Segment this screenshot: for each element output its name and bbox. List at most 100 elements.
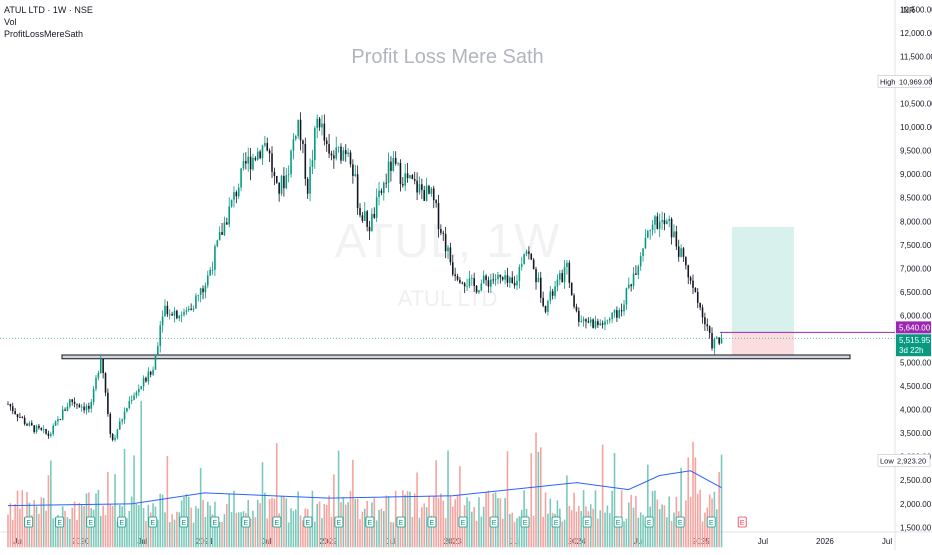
- candle-body[interactable]: [644, 237, 647, 249]
- candle-body[interactable]: [50, 434, 52, 436]
- candle-body[interactable]: [287, 174, 290, 176]
- candle-body[interactable]: [677, 246, 680, 257]
- earnings-marker[interactable]: [148, 516, 158, 528]
- candle-body[interactable]: [135, 392, 138, 396]
- candle-body[interactable]: [561, 273, 563, 283]
- candle-body[interactable]: [109, 413, 112, 434]
- candle-body[interactable]: [530, 253, 533, 260]
- candle-body[interactable]: [471, 278, 473, 280]
- candle-body[interactable]: [45, 429, 47, 434]
- candle-body[interactable]: [64, 409, 66, 411]
- candle-body[interactable]: [340, 146, 342, 161]
- earnings-marker[interactable]: [334, 516, 344, 528]
- candle-body[interactable]: [78, 404, 81, 408]
- candle-body[interactable]: [606, 320, 609, 322]
- candle-body[interactable]: [651, 224, 654, 231]
- candle-body[interactable]: [107, 392, 109, 414]
- candle-body[interactable]: [83, 406, 85, 411]
- candle-body[interactable]: [76, 403, 78, 405]
- candle-body[interactable]: [482, 275, 485, 284]
- candle-body[interactable]: [720, 338, 723, 344]
- candle-body[interactable]: [256, 151, 259, 160]
- candle-body[interactable]: [485, 275, 487, 281]
- candle-body[interactable]: [297, 119, 299, 137]
- candle-body[interactable]: [252, 157, 254, 170]
- volume-legend[interactable]: Vol: [4, 17, 17, 27]
- candle-body[interactable]: [627, 284, 630, 289]
- candle-body[interactable]: [142, 377, 145, 387]
- candle-body[interactable]: [11, 406, 14, 412]
- candle-body[interactable]: [704, 317, 706, 325]
- candle-body[interactable]: [549, 291, 552, 301]
- candle-body[interactable]: [371, 213, 373, 232]
- candle-body[interactable]: [466, 286, 468, 287]
- candle-body[interactable]: [647, 230, 649, 238]
- candle-body[interactable]: [402, 184, 404, 186]
- candle-body[interactable]: [468, 278, 471, 287]
- candle-body[interactable]: [278, 182, 280, 194]
- candle-body[interactable]: [501, 277, 504, 280]
- candle-body[interactable]: [406, 173, 409, 179]
- candle-body[interactable]: [511, 277, 514, 283]
- candle-body[interactable]: [509, 277, 511, 283]
- candle-body[interactable]: [347, 152, 349, 155]
- candle-body[interactable]: [111, 433, 114, 440]
- candle-body[interactable]: [157, 346, 159, 355]
- candle-body[interactable]: [654, 216, 656, 225]
- candle-body[interactable]: [218, 232, 221, 241]
- candle-body[interactable]: [149, 371, 152, 375]
- candle-body[interactable]: [202, 288, 204, 293]
- candle-body[interactable]: [154, 354, 157, 370]
- earnings-marker[interactable]: [396, 516, 406, 528]
- candle-body[interactable]: [26, 424, 28, 426]
- earnings-marker[interactable]: [644, 516, 654, 528]
- candle-body[interactable]: [178, 315, 181, 319]
- candle-body[interactable]: [214, 246, 216, 270]
- candle-body[interactable]: [104, 373, 107, 393]
- candle-body[interactable]: [230, 199, 233, 207]
- candle-body[interactable]: [611, 312, 613, 319]
- earnings-marker[interactable]: [365, 516, 375, 528]
- candle-body[interactable]: [578, 310, 580, 322]
- candle-body[interactable]: [161, 316, 164, 326]
- candle-body[interactable]: [216, 240, 219, 247]
- candle-body[interactable]: [176, 310, 178, 319]
- currency-label[interactable]: INR: [901, 6, 915, 15]
- candle-body[interactable]: [416, 180, 418, 193]
- candle-body[interactable]: [33, 425, 35, 433]
- candle-body[interactable]: [696, 291, 699, 303]
- candle-body[interactable]: [354, 174, 357, 176]
- candle-body[interactable]: [459, 279, 461, 283]
- candle-body[interactable]: [382, 182, 385, 193]
- candle-body[interactable]: [658, 221, 661, 229]
- candle-body[interactable]: [494, 279, 497, 280]
- candle-body[interactable]: [587, 321, 590, 323]
- candle-body[interactable]: [285, 175, 288, 189]
- candle-body[interactable]: [473, 278, 475, 286]
- candle-body[interactable]: [95, 377, 97, 389]
- candle-body[interactable]: [425, 185, 428, 201]
- candle-body[interactable]: [537, 277, 540, 283]
- candle-body[interactable]: [261, 145, 264, 159]
- candle-body[interactable]: [539, 277, 542, 298]
- candle-body[interactable]: [520, 264, 523, 267]
- candle-body[interactable]: [687, 265, 690, 278]
- candle-body[interactable]: [394, 158, 397, 164]
- candle-body[interactable]: [620, 310, 623, 312]
- candle-body[interactable]: [323, 123, 326, 141]
- candle-body[interactable]: [423, 190, 426, 201]
- candle-body[interactable]: [187, 308, 190, 311]
- candle-body[interactable]: [126, 408, 128, 412]
- earnings-marker[interactable]: [520, 516, 530, 528]
- candle-body[interactable]: [585, 319, 587, 322]
- candle-body[interactable]: [544, 305, 547, 312]
- candle-body[interactable]: [290, 150, 292, 175]
- candle-body[interactable]: [630, 284, 632, 287]
- earnings-marker[interactable]: [210, 516, 220, 528]
- candle-body[interactable]: [349, 152, 352, 165]
- symbol-title[interactable]: ATUL LTD · 1W · NSE: [4, 5, 93, 15]
- candle-body[interactable]: [363, 211, 366, 221]
- candle-body[interactable]: [199, 288, 202, 295]
- candle-body[interactable]: [599, 323, 602, 326]
- candle-body[interactable]: [663, 219, 666, 225]
